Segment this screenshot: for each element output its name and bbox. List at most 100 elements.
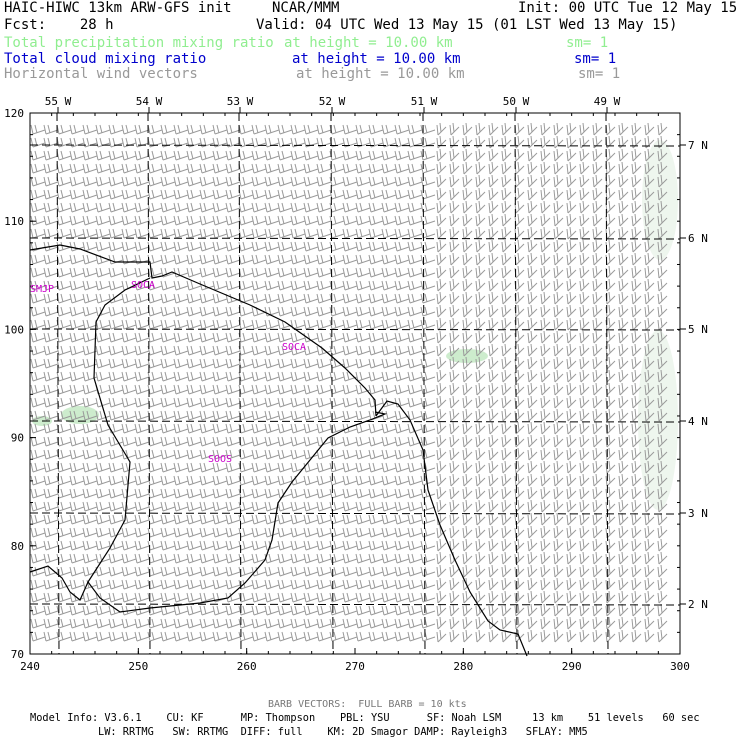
wind-barb	[462, 239, 473, 253]
wind-barb	[475, 148, 486, 162]
wind-barb	[657, 200, 668, 214]
wind-barb	[147, 228, 163, 239]
wind-barb	[566, 161, 577, 175]
wind-barb	[553, 304, 564, 318]
wind-barb	[95, 150, 111, 161]
wind-barb	[30, 254, 46, 265]
wind-barb	[225, 241, 241, 252]
wind-barb	[43, 319, 59, 330]
wind-barb	[69, 163, 85, 174]
wind-barb	[355, 228, 371, 239]
wind-barb	[329, 176, 345, 187]
wind-barb	[225, 202, 241, 213]
wind-barb	[121, 228, 137, 239]
wind-barb	[251, 254, 267, 265]
wind-barb	[290, 163, 306, 174]
wind-barb	[566, 265, 577, 279]
wind-barb	[553, 265, 564, 279]
wind-barb	[540, 213, 551, 227]
wind-barb	[225, 280, 241, 291]
wind-barb	[264, 124, 280, 135]
wind-barb	[644, 213, 655, 227]
wind-barb	[540, 161, 551, 175]
wind-barb	[436, 304, 447, 318]
wind-barb	[368, 267, 384, 278]
wind-barb	[160, 306, 176, 317]
wind-barb	[566, 278, 577, 292]
wind-barb	[592, 135, 603, 149]
wind-barb	[238, 241, 254, 252]
wind-barb	[212, 202, 228, 213]
wind-barb	[420, 280, 436, 291]
wind-barb	[540, 148, 551, 162]
wind-barb	[501, 187, 512, 201]
wind-barb	[368, 319, 384, 330]
wind-barb	[540, 265, 551, 279]
wind-barb	[579, 213, 590, 227]
wind-barb	[566, 226, 577, 240]
wind-barb	[475, 200, 486, 214]
wind-barb	[355, 215, 371, 226]
wind-barb	[631, 148, 642, 162]
wind-barb	[303, 202, 319, 213]
wind-barb	[173, 306, 189, 317]
wind-barb	[30, 228, 46, 239]
wind-barb	[121, 241, 137, 252]
wind-barb	[488, 213, 499, 227]
wind-barb	[186, 215, 202, 226]
wind-barb	[199, 176, 215, 187]
wind-barb	[462, 135, 473, 149]
wind-barb	[277, 228, 293, 239]
wind-barb	[420, 306, 436, 317]
wind-barb	[449, 278, 460, 292]
x-tick-label: 240	[20, 660, 40, 673]
wind-barb	[592, 265, 603, 279]
wind-barb	[436, 252, 447, 266]
wind-barb	[121, 189, 137, 200]
wind-barb	[134, 124, 150, 135]
wind-barb	[43, 176, 59, 187]
wind-barb	[121, 202, 137, 213]
wind-barb	[95, 280, 111, 291]
wind-barb	[238, 215, 254, 226]
wind-barb	[108, 163, 124, 174]
wind-barb	[160, 319, 176, 330]
wind-barb	[108, 319, 124, 330]
wind-barb	[449, 213, 460, 227]
wind-barb	[488, 200, 499, 214]
wind-barb	[527, 148, 538, 162]
wind-barb	[566, 239, 577, 253]
wind-barb	[407, 176, 423, 187]
model-info-line2: LW: RRTMG SW: RRTMG DIFF: full KM: 2D Sm…	[98, 726, 588, 738]
wind-barb	[108, 241, 124, 252]
wind-barb	[657, 122, 668, 136]
wind-barb	[134, 280, 150, 291]
field-precip-level: at height = 10.00 km	[284, 35, 453, 51]
x-tick-label: 290	[562, 660, 582, 673]
wind-barb	[618, 265, 629, 279]
wind-barb	[225, 228, 241, 239]
wind-barb	[69, 267, 85, 278]
wind-barb	[381, 124, 397, 135]
latitude-label: 4 N	[688, 415, 708, 428]
wind-barb	[342, 280, 358, 291]
wind-barb	[407, 241, 423, 252]
wind-barb	[160, 228, 176, 239]
wind-barb	[540, 278, 551, 292]
wind-barb	[251, 267, 267, 278]
wind-barb	[462, 252, 473, 266]
wind-barb	[657, 161, 668, 175]
wind-barb	[186, 124, 202, 135]
precip-area	[642, 140, 678, 260]
wind-barb	[407, 254, 423, 265]
wind-barb	[95, 202, 111, 213]
wind-barb	[540, 304, 551, 318]
wind-barb	[579, 278, 590, 292]
wind-barb	[462, 291, 473, 305]
wind-barb	[644, 291, 655, 305]
wind-barb	[69, 176, 85, 187]
wind-barb	[277, 241, 293, 252]
station-label: SOCA	[282, 342, 306, 353]
precip-area	[638, 330, 678, 510]
wind-barb	[475, 291, 486, 305]
